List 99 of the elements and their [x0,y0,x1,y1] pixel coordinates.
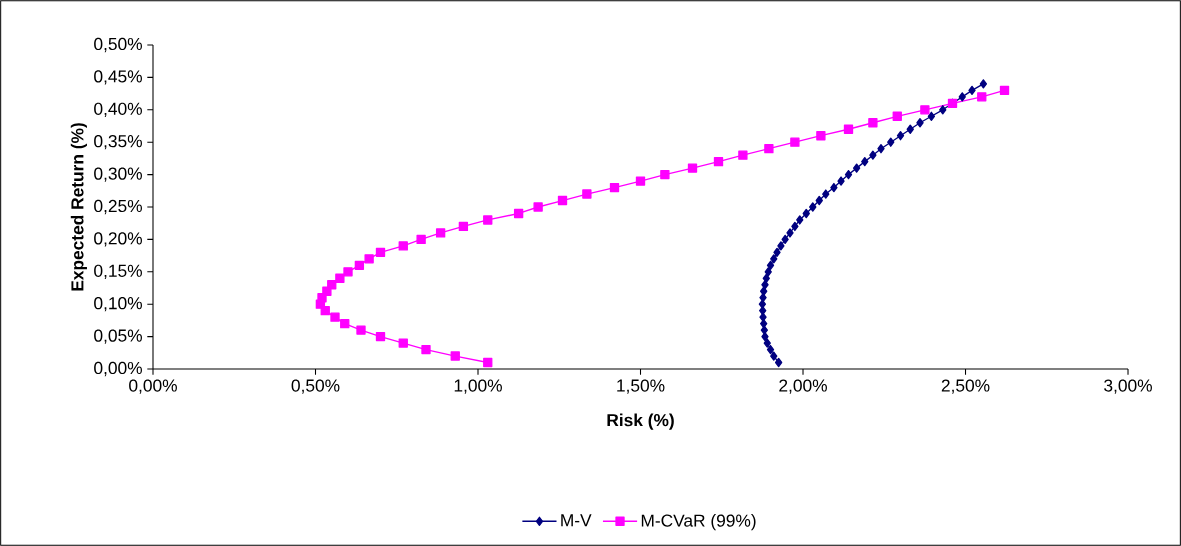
y-tick-label: 0,25% [94,199,142,215]
point [790,137,800,147]
point [968,85,976,96]
point [796,215,804,225]
x-axis-title: Risk (%) [607,413,674,430]
point [958,92,966,102]
point [761,280,769,290]
point [483,357,493,368]
point [421,344,431,355]
point [327,280,337,290]
point [635,176,646,186]
x-tick-label: 2,50% [941,379,990,394]
x-tick-label: 1,50% [617,379,665,394]
point [764,267,772,277]
point [979,79,988,89]
point [375,331,386,342]
point [343,267,353,277]
point [999,85,1010,96]
x-tick-label: 0,00% [129,379,177,394]
point [364,254,374,264]
point [450,351,460,361]
point [837,176,845,186]
point [916,118,924,128]
point [906,124,914,134]
point [356,325,366,335]
point [781,234,789,245]
y-tick-label: 0,15% [94,264,142,279]
point [398,241,408,251]
point [759,293,767,303]
point [777,241,785,251]
point [340,318,350,329]
point [609,182,620,193]
point [533,202,543,212]
point [335,273,345,283]
point [830,182,838,193]
point [687,163,698,173]
point [896,131,905,141]
point [762,273,770,283]
point [557,195,568,206]
point [927,111,936,121]
point [766,344,775,355]
point [435,228,446,238]
point [398,338,408,348]
y-tick-label: 0,50% [94,37,142,53]
point [773,247,781,258]
point [892,111,902,121]
y-axis-title: Expected Return (%) [70,123,87,291]
point [375,247,386,258]
point [763,338,771,348]
x-tick-label: 1,00% [454,379,502,394]
point [760,286,768,296]
y-tick-label: 0,00% [94,361,142,377]
y-tick-label: 0,35% [94,135,142,150]
point [809,202,817,212]
x-tick-label: 0,50% [291,379,340,394]
y-tick-label: 0,40% [94,102,142,117]
point [738,150,748,160]
point [877,144,885,154]
y-tick-label: 0,05% [94,329,142,344]
y-tick-label: 0,10% [94,297,142,312]
point [868,118,878,128]
point [869,150,877,160]
point [770,351,778,361]
point [582,189,592,199]
point [774,357,783,368]
point [939,105,947,115]
point [713,156,724,167]
point [977,92,987,102]
point [791,221,799,232]
x-tick-label: 3,00% [1104,379,1152,394]
point [458,221,469,232]
y-tick-label: 0,45% [94,70,142,85]
point [330,312,340,322]
point [843,124,854,134]
point [513,208,524,219]
point [759,312,767,322]
y-tick-label: 0,30% [94,167,142,182]
point [760,325,769,335]
legend-label: M-CVaR (99%) [641,513,756,531]
point [764,144,774,154]
point [416,234,426,245]
point [816,131,826,141]
point [802,208,810,219]
point [354,260,365,270]
point [844,169,853,180]
point [852,163,861,173]
point [660,169,670,180]
point [766,260,775,270]
point [920,105,930,115]
point [770,254,778,264]
point [887,137,895,147]
point [483,215,493,225]
point [861,156,869,167]
point [815,195,823,206]
x-tick-label: 2,00% [779,379,827,394]
point [786,228,794,238]
point [822,189,830,199]
legend-label: M-V [561,514,592,527]
y-tick-label: 0,20% [94,232,142,247]
